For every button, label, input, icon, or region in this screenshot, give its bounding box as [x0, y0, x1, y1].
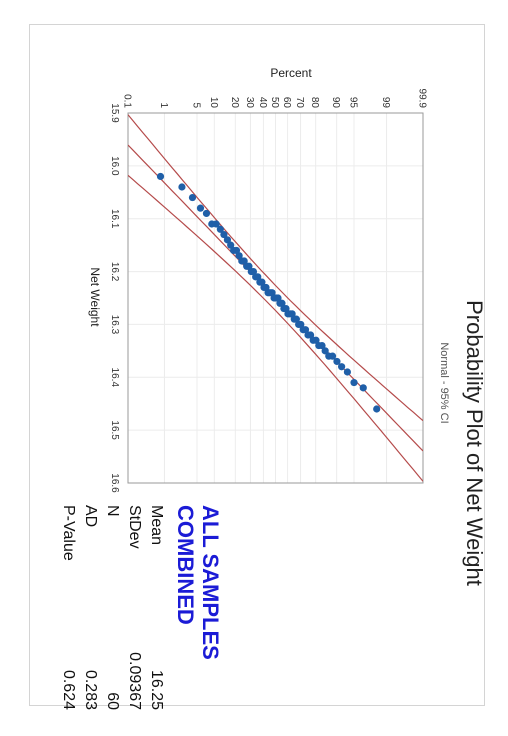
x-tick-label: 16.4 — [109, 368, 120, 388]
data-point — [338, 363, 346, 371]
page-frame: Probability Plot of Net Weight Normal - … — [29, 24, 487, 710]
data-point — [188, 193, 197, 202]
stat-label: StDev — [126, 505, 143, 549]
x-tick-label: 16.6 — [109, 473, 120, 493]
data-point — [220, 230, 228, 239]
rotated-chart-container: Probability Plot of Net Weight Normal - … — [57, 53, 508, 733]
data-point — [333, 357, 341, 366]
y-tick-label: 99 — [380, 97, 391, 109]
y-tick-label: 30 — [244, 97, 255, 109]
chart-title: Probability Plot of Net Weight — [462, 300, 487, 586]
y-tick-label: 0.1 — [121, 94, 132, 108]
y-tick-label: 5 — [190, 102, 201, 108]
ci-lower-line — [128, 114, 423, 422]
x-tick-label: 16.1 — [109, 209, 120, 229]
stat-label: Mean — [148, 505, 165, 546]
y-tick-label: 70 — [294, 97, 305, 109]
probability-plot: Probability Plot of Net Weight Normal - … — [88, 66, 487, 586]
x-tick-label: 16.0 — [109, 156, 120, 176]
y-tick-label: 80 — [309, 97, 320, 109]
data-point — [312, 336, 320, 344]
stat-row-stdev: StDev 0.09367 — [123, 505, 145, 710]
stat-label: AD — [82, 505, 99, 528]
y-tick-label: 99.9 — [417, 89, 428, 109]
y-tick-label: 60 — [281, 97, 292, 109]
group-label: ALL SAMPLES COMBINED — [173, 505, 223, 660]
y-tick-label: 50 — [269, 97, 280, 109]
stat-label: N — [104, 505, 121, 517]
y-tick-label: 90 — [330, 97, 341, 109]
data-point — [328, 352, 337, 360]
x-axis-label: Net Weight — [88, 267, 102, 327]
y-tick-label: 95 — [348, 97, 359, 109]
data-point — [202, 209, 211, 218]
data-point — [343, 368, 352, 376]
data-point — [318, 341, 326, 350]
y-tick-label: 20 — [229, 97, 240, 109]
data-point — [223, 236, 232, 244]
stat-value: 0.283 — [82, 669, 99, 710]
stat-row-mean: Mean 16.25 — [145, 505, 167, 710]
ci-upper-line — [128, 174, 423, 482]
data-point — [196, 204, 205, 212]
data-point — [350, 378, 358, 387]
data-point — [216, 225, 224, 233]
x-tick-label: 16.5 — [109, 420, 120, 440]
x-tick-label: 16.3 — [109, 315, 120, 335]
data-point — [178, 183, 186, 191]
stat-row-ad: AD 0.283 — [79, 505, 101, 710]
data-point — [321, 347, 329, 355]
stats-box: ALL SAMPLES COMBINED Mean 16.25 StDev 0.… — [57, 505, 223, 710]
y-axis-label: Percent — [270, 66, 312, 80]
data-point — [359, 384, 367, 392]
stat-value: 0.624 — [60, 669, 77, 710]
data-point — [156, 172, 165, 181]
stat-row-pvalue: P-Value 0.624 — [57, 505, 79, 710]
plot-area: 15.9 16.0 16.1 16.2 16.3 16.4 16.5 16.6 0.1 1 5 10 2… — [109, 89, 428, 494]
stat-value: 60 — [104, 692, 121, 710]
stat-value: 16.25 — [148, 669, 165, 710]
stat-row-n: N 60 — [101, 505, 123, 710]
y-tick-label: 1 — [158, 102, 169, 108]
y-tick-label: 40 — [257, 97, 268, 109]
chart-subtitle: Normal - 95% CI — [438, 342, 450, 423]
stat-label: P-Value — [60, 505, 77, 561]
data-point — [212, 220, 220, 228]
data-point — [227, 241, 235, 249]
data-point — [373, 405, 381, 413]
y-tick-label: 10 — [208, 97, 219, 109]
plot-frame — [127, 112, 424, 484]
x-tick-label: 16.2 — [109, 262, 120, 282]
x-tick-label: 15.9 — [109, 103, 120, 123]
stat-value: 0.09367 — [126, 652, 143, 710]
